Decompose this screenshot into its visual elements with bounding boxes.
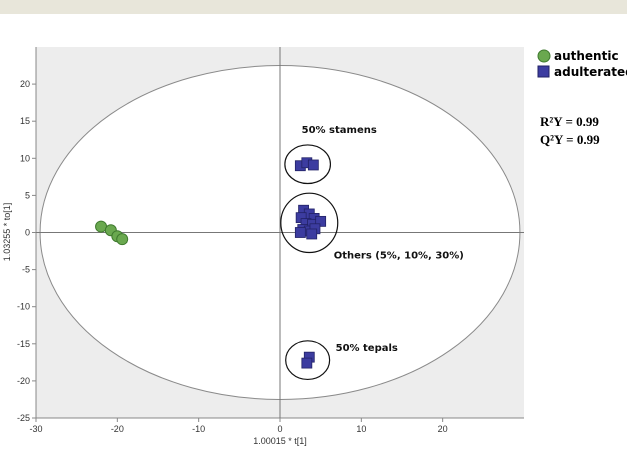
x-axis-title: 1.00015 * t[1]	[253, 436, 307, 446]
y-tick-label: 20	[20, 79, 30, 89]
legend-marker-authentic	[537, 49, 551, 63]
data-point-adulterated	[306, 228, 318, 240]
x-tick-label: -10	[192, 424, 205, 434]
header-band	[0, 0, 627, 14]
y-tick-label: 15	[20, 116, 30, 126]
y-axis-title: 1.03255 * to[1]	[2, 203, 12, 262]
y-tick-label: -10	[17, 302, 30, 312]
annotation-tepals: 50% tepals	[336, 343, 398, 354]
data-point-adulterated	[294, 227, 306, 238]
group-circle-1	[280, 192, 339, 254]
legend-label-authentic: authentic	[554, 49, 619, 63]
y-tick-label: -15	[17, 339, 30, 349]
legend-marker-adulterated	[537, 65, 550, 78]
annotation-stamens: 50% stamens	[302, 125, 377, 136]
r2y-stat: R²Y = 0.99	[540, 114, 599, 129]
x-tick-label: 20	[438, 424, 448, 434]
data-point-adulterated	[301, 357, 313, 369]
x-tick-label: -20	[111, 424, 124, 434]
y-tick-label: -20	[17, 376, 30, 386]
data-point-authentic	[116, 233, 129, 246]
annotation-others: Others (5%, 10%, 30%)	[334, 251, 464, 262]
y-tick-label: -5	[22, 265, 30, 275]
y-tick-label: -25	[17, 413, 30, 423]
y-tick-label: 10	[20, 153, 30, 163]
x-tick-label: 10	[356, 424, 366, 434]
y-tick-label: 0	[25, 228, 30, 238]
x-tick-label: 0	[277, 424, 282, 434]
x-tick-label: -30	[29, 424, 42, 434]
data-point-adulterated	[307, 159, 319, 171]
y-tick-label: 5	[25, 190, 30, 200]
group-circle-0	[284, 144, 332, 185]
q2y-stat: Q²Y = 0.99	[540, 132, 600, 147]
legend-label-adulterated: adulterated	[554, 65, 627, 79]
data-point-adulterated	[315, 215, 327, 227]
legend: authentic adulterated	[537, 49, 627, 79]
group-circle-2	[285, 340, 331, 381]
